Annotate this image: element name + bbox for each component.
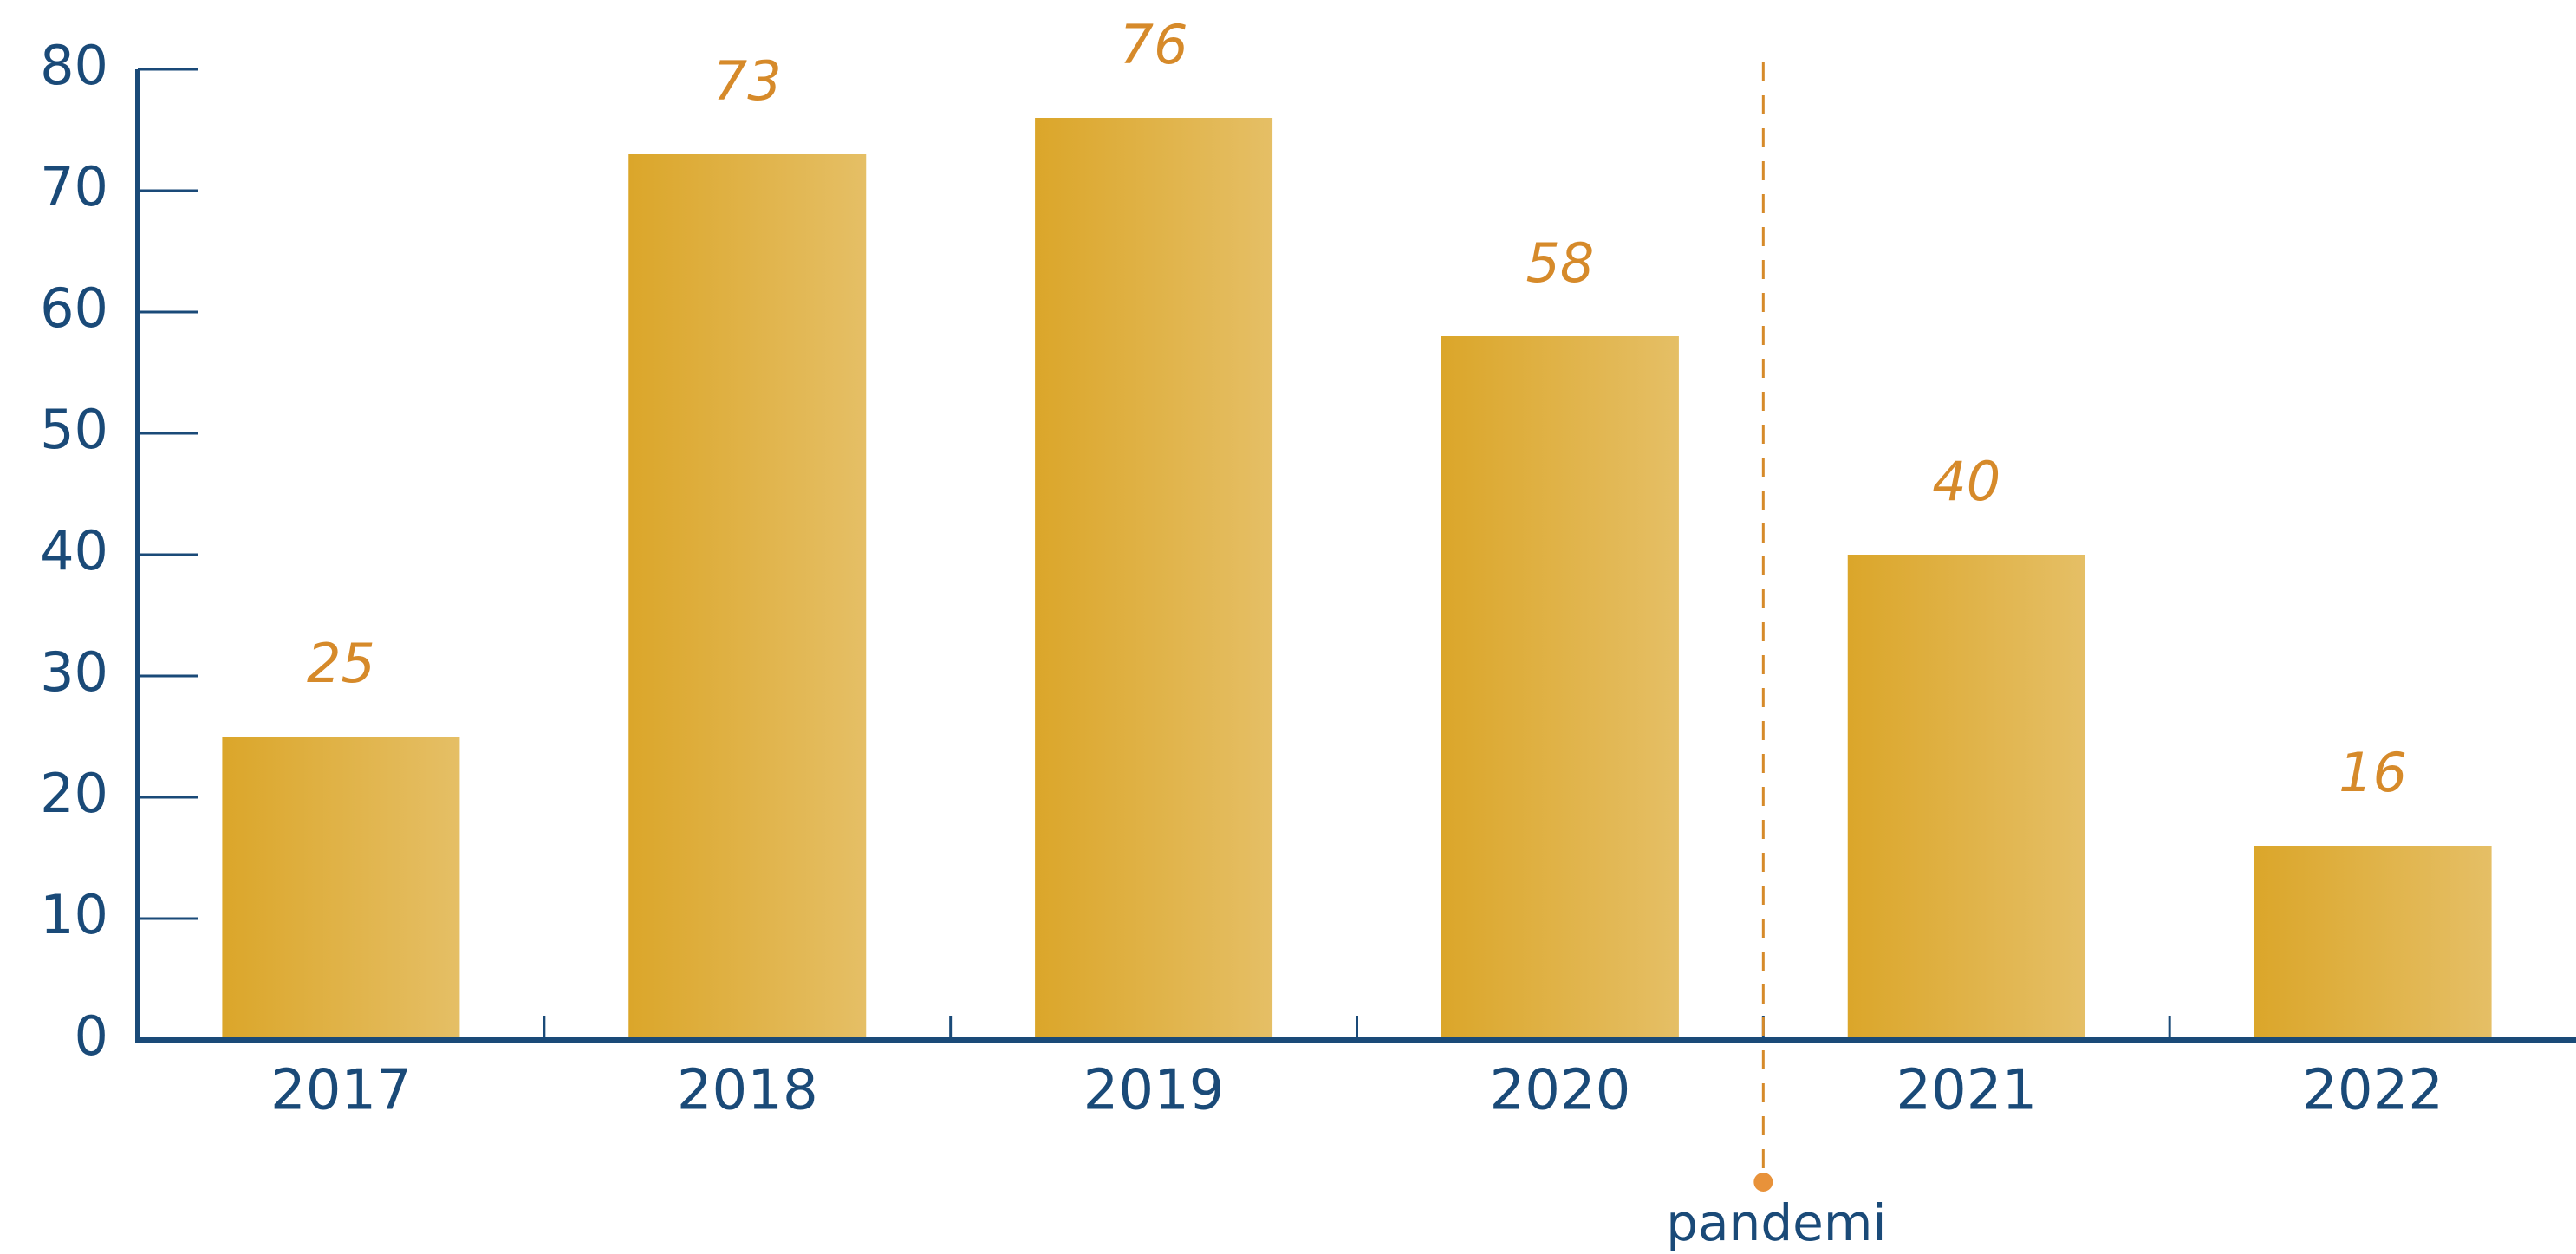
bar — [1035, 118, 1273, 1040]
x-tick-label: 2017 — [270, 1059, 412, 1123]
x-tick-label: 2018 — [677, 1059, 818, 1123]
bar — [628, 154, 867, 1040]
bar — [222, 737, 460, 1040]
value-label: 25 — [307, 632, 375, 695]
y-tick-label: 80 — [40, 34, 108, 97]
y-tick-label: 40 — [40, 519, 108, 582]
value-label: 76 — [1120, 13, 1188, 76]
x-tick-label: 2020 — [1489, 1059, 1630, 1123]
bar — [2254, 846, 2492, 1040]
x-tick-label: 2022 — [2302, 1059, 2443, 1123]
y-tick-label: 20 — [40, 762, 108, 825]
x-tick-label: 2019 — [1083, 1059, 1225, 1123]
annotation-dot — [1753, 1173, 1773, 1192]
y-tick-label: 10 — [40, 883, 108, 946]
y-tick-label: 70 — [40, 155, 108, 218]
y-tick-label: 50 — [40, 398, 108, 461]
bar — [1441, 336, 1679, 1040]
value-label: 40 — [1932, 450, 2000, 513]
y-tick-label: 60 — [40, 276, 108, 340]
y-tick-label: 30 — [40, 640, 108, 704]
y-tick-label: 0 — [75, 1004, 108, 1068]
value-label: 73 — [713, 49, 782, 113]
annotation-label: pandemi — [1666, 1193, 1886, 1252]
value-label: 16 — [2339, 741, 2407, 804]
bar — [1847, 555, 2085, 1040]
x-tick-label: 2021 — [1896, 1059, 2037, 1123]
value-label: 58 — [1525, 231, 1594, 295]
